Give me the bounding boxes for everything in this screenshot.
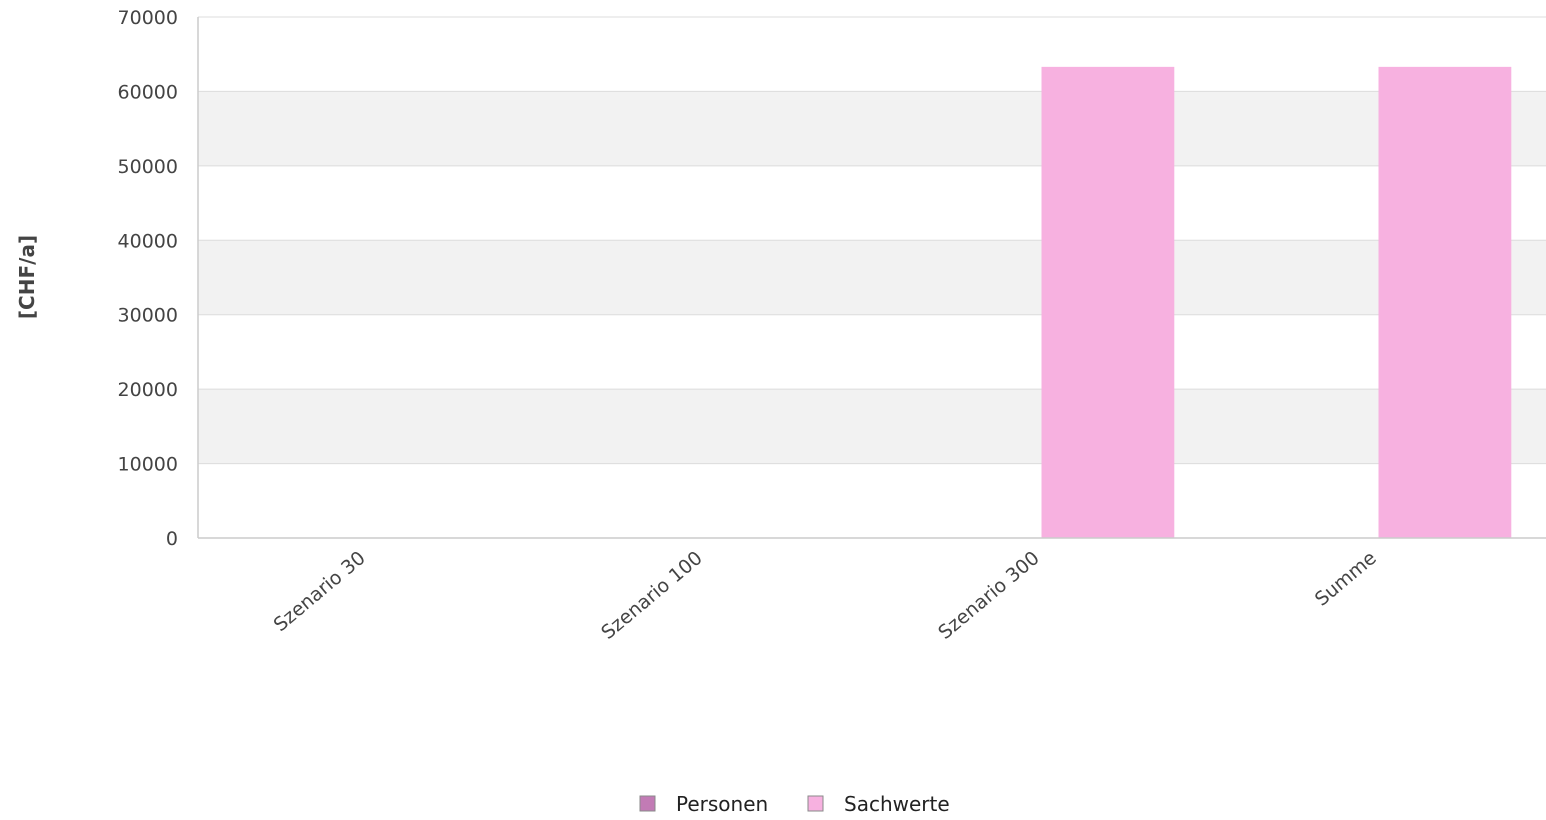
legend-label: Personen <box>676 792 768 816</box>
legend-swatch <box>639 795 656 812</box>
y-tick-labels: 0 10000 20000 30000 40000 50000 60000 70000 <box>118 7 178 550</box>
bars <box>1041 66 1512 539</box>
grid-lines <box>198 16 1546 539</box>
x-tick-label: Szenario 100 <box>597 547 706 644</box>
grid-band <box>198 91 1546 166</box>
y-axis-label: [CHF/a] <box>15 235 39 319</box>
y-tick-label: 50000 <box>118 156 178 178</box>
x-tick-label: Szenario 30 <box>270 547 370 636</box>
grid-band <box>198 389 1546 464</box>
legend-swatch <box>807 795 824 812</box>
x-tick-label: Szenario 300 <box>934 547 1043 644</box>
bar <box>1378 66 1512 539</box>
grid-bands <box>198 91 1546 464</box>
legend: Personen Sachwerte <box>639 792 950 816</box>
y-tick-label: 40000 <box>118 230 178 252</box>
axes <box>197 17 1546 539</box>
legend-label: Sachwerte <box>844 792 950 816</box>
bar <box>1041 66 1175 539</box>
x-tick-label: Summe <box>1311 547 1381 611</box>
grid-band <box>198 240 1546 315</box>
y-tick-label: 70000 <box>118 7 178 29</box>
y-tick-label: 0 <box>166 528 178 550</box>
y-tick-label: 30000 <box>118 305 178 327</box>
y-tick-label: 60000 <box>118 81 178 103</box>
y-tick-label: 20000 <box>118 379 178 401</box>
x-tick-labels: Szenario 30 Szenario 100 Szenario 300 Summe <box>270 547 1381 644</box>
y-tick-label: 10000 <box>118 454 178 476</box>
